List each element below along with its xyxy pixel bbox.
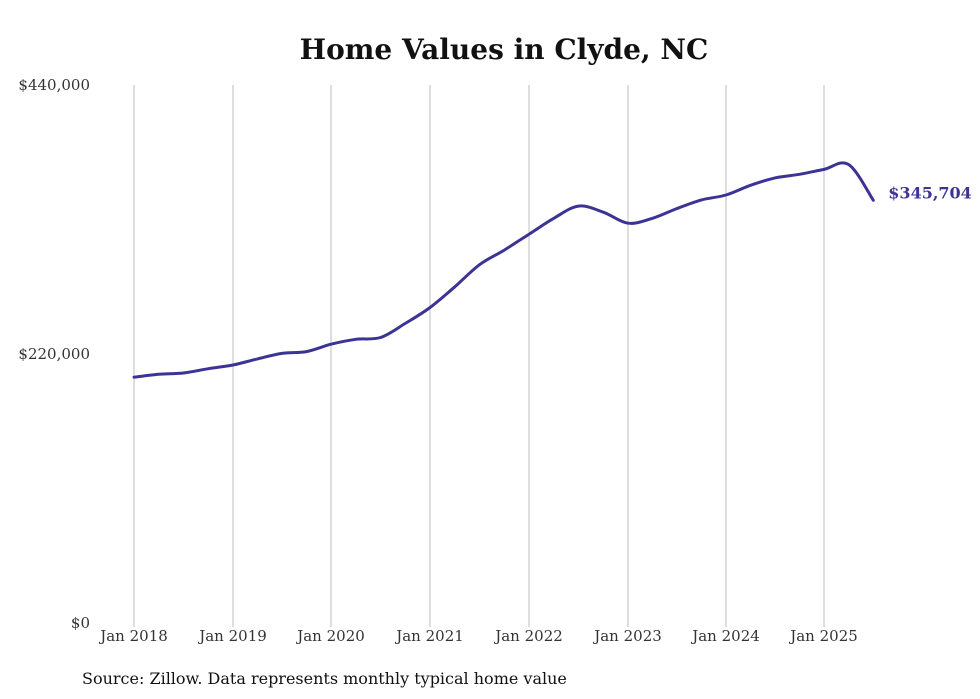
x-axis-ticks: Jan 2018 Jan 2019 Jan 2020 Jan 2021 Jan 2022…	[98, 627, 858, 645]
y-tick-label-0: $0	[71, 614, 90, 632]
x-tick-label-3: Jan 2021	[394, 627, 464, 645]
chart-title: Home Values in Clyde, NC	[300, 33, 709, 66]
x-tick-label-2: Jan 2020	[295, 627, 365, 645]
x-tick-label-5: Jan 2023	[592, 627, 662, 645]
source-note: Source: Zillow. Data represents monthly …	[82, 669, 567, 688]
y-axis-ticks: $0 $220,000 $440,000	[18, 76, 90, 632]
y-tick-label-2: $440,000	[18, 76, 90, 94]
x-tick-label-0: Jan 2018	[98, 627, 168, 645]
x-tick-label-4: Jan 2022	[493, 627, 563, 645]
x-tick-label-1: Jan 2019	[197, 627, 267, 645]
y-tick-label-1: $220,000	[18, 345, 90, 363]
x-tick-label-6: Jan 2024	[690, 627, 760, 645]
series-line	[132, 161, 875, 379]
grid-lines	[133, 85, 825, 627]
x-tick-label-7: Jan 2025	[788, 627, 858, 645]
series-layer	[132, 161, 875, 379]
end-value-label: $345,704	[888, 183, 972, 202]
